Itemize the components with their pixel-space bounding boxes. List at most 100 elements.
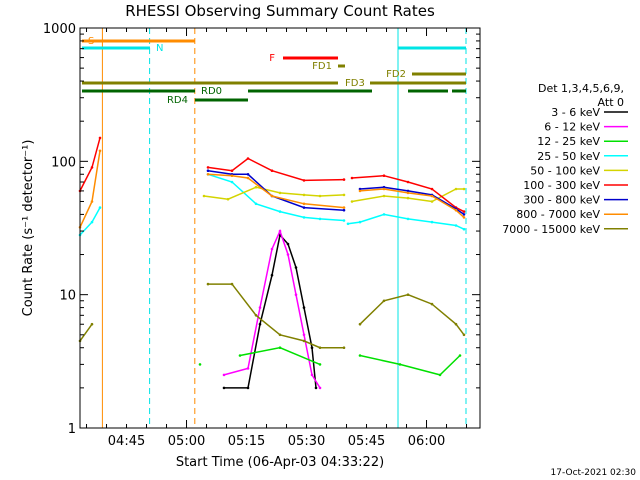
flag-label-f: F: [269, 53, 275, 64]
chart-title: RHESSI Observing Summary Count Rates: [125, 2, 435, 20]
data-point: [302, 202, 306, 206]
data-point: [454, 208, 458, 212]
series-line-1: [223, 229, 321, 389]
data-point: [398, 363, 402, 366]
flag-label-fd2: FD2: [386, 69, 406, 80]
data-point: [278, 191, 282, 195]
series-line-5: [207, 157, 345, 182]
data-point: [230, 174, 234, 177]
data-point: [382, 194, 386, 198]
footer-timestamp: 17-Oct-2021 02:30: [551, 468, 637, 478]
data-point: [202, 194, 206, 198]
y-tick-label: 1: [68, 422, 76, 437]
flag-label-rd4: RD4: [167, 95, 188, 106]
series-line-8: [79, 323, 93, 342]
data-point: [462, 210, 466, 213]
data-point: [198, 363, 202, 366]
data-point: [314, 386, 318, 390]
data-point: [358, 187, 362, 191]
legend-label: 300 - 800 keV: [523, 194, 600, 207]
data-point: [406, 293, 410, 297]
data-point: [342, 219, 346, 222]
data-point: [222, 373, 226, 377]
data-point: [406, 217, 410, 221]
data-point: [406, 180, 410, 184]
data-point: [302, 206, 306, 209]
x-tick-label: 04:45: [108, 434, 145, 449]
data-point: [454, 322, 458, 326]
data-point: [230, 282, 234, 286]
data-point: [238, 354, 242, 357]
legend-label: 100 - 300 keV: [523, 179, 600, 192]
data-point: [342, 208, 346, 212]
data-point: [254, 202, 258, 206]
data-point: [462, 227, 466, 231]
data-point: [430, 220, 434, 224]
data-point: [286, 242, 290, 246]
flag-label-fd3: FD3: [345, 78, 365, 89]
data-point: [278, 229, 282, 233]
data-point: [406, 196, 410, 200]
legend-header: Att 0: [598, 96, 624, 109]
data-point: [230, 180, 234, 184]
data-point: [454, 224, 458, 227]
data-point: [286, 253, 290, 256]
data-point: [350, 176, 354, 180]
data-point: [430, 194, 434, 198]
data-point: [358, 322, 362, 326]
data-point: [90, 220, 94, 224]
data-point: [430, 187, 434, 191]
data-point: [358, 220, 362, 224]
series-line-7: [207, 173, 345, 209]
data-point: [270, 169, 274, 172]
legend-label: 12 - 25 keV: [537, 135, 600, 148]
data-point: [270, 273, 274, 277]
data-point: [302, 306, 306, 309]
data-point: [358, 189, 362, 193]
plot-frame: [79, 27, 481, 429]
data-point: [246, 386, 250, 390]
data-point: [358, 354, 362, 357]
data-point: [206, 166, 210, 169]
legend: Det 1,3,4,5,6,9,Att 03 - 6 keV 6 - 12 keV…: [502, 82, 628, 236]
data-point: [294, 293, 298, 297]
data-point: [230, 169, 234, 172]
legend-label: 25 - 50 keV: [537, 150, 600, 163]
series-line-4: [351, 188, 464, 203]
legend-label: 50 - 100 keV: [530, 164, 600, 177]
data-point: [294, 266, 298, 269]
data-point: [226, 197, 230, 201]
data-point: [382, 174, 386, 177]
data-point: [310, 346, 314, 350]
data-point: [430, 302, 434, 306]
data-point: [318, 217, 322, 221]
x-tick-label: 05:45: [348, 434, 385, 449]
x-tick-label: 05:00: [168, 434, 205, 449]
data-point: [270, 194, 274, 198]
data-point: [302, 339, 306, 343]
data-point: [302, 193, 306, 197]
data-point: [206, 169, 210, 172]
series-line-2: [359, 354, 461, 376]
data-point: [246, 173, 250, 176]
data-point: [206, 282, 210, 286]
series-line-6: [207, 169, 345, 211]
data-point: [278, 333, 282, 337]
data-point: [222, 386, 226, 390]
data-point: [462, 333, 466, 337]
data-point: [342, 206, 346, 209]
data-point: [350, 200, 354, 203]
series-line-6: [359, 186, 465, 216]
flag-label-rd0: RD0: [201, 86, 222, 97]
data-point: [270, 247, 274, 251]
data-point: [382, 299, 386, 303]
y-axis-label: Count Rate (s⁻¹ detector⁻¹): [21, 140, 36, 317]
data-point: [278, 346, 282, 350]
data-point: [246, 176, 250, 180]
x-tick-label: 05:15: [228, 434, 265, 449]
data-point: [342, 178, 346, 181]
data-point: [318, 194, 322, 198]
data-point: [258, 322, 262, 326]
data-point: [346, 222, 350, 226]
